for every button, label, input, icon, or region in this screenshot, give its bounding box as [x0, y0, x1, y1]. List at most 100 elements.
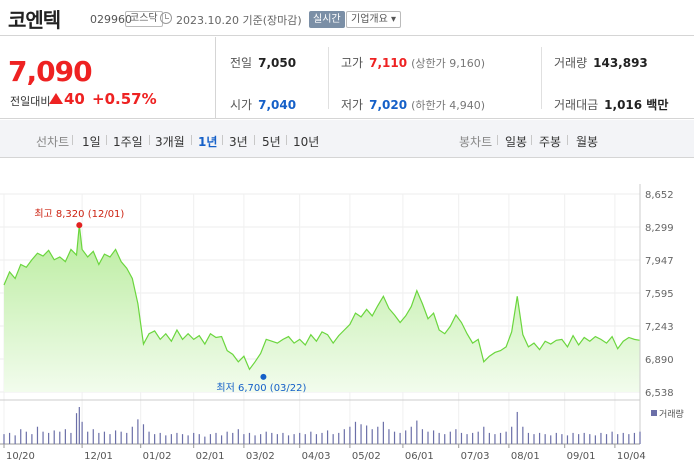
divider — [72, 135, 73, 145]
lower-limit: (하한가 4,940) — [411, 99, 485, 112]
divider — [531, 135, 532, 145]
divider — [191, 135, 192, 145]
volume-bar — [550, 435, 552, 444]
volume-bar — [594, 435, 596, 444]
volume-bar — [92, 429, 94, 444]
change-value: 40 — [64, 90, 85, 108]
stat-label: 거래량 — [554, 56, 588, 70]
stat-label: 전일 — [230, 56, 253, 70]
stat-label: 고가 — [341, 56, 364, 70]
volume-bar — [42, 431, 44, 444]
tab-10y[interactable]: 10년 — [293, 135, 320, 149]
volume-bar — [555, 432, 557, 444]
divider — [541, 47, 542, 109]
volume-bar — [20, 429, 22, 444]
realtime-button[interactable]: 실시간 — [309, 11, 345, 28]
high-marker — [76, 222, 83, 229]
volume-bar — [628, 434, 630, 444]
volume-bar — [8, 432, 11, 444]
x-tick-label: 07/03 — [461, 451, 490, 462]
clock-icon — [160, 12, 172, 24]
chart-svg: 8,652 8,299 7,947 7,595 7,243 6,890 6,538 거래량 10… — [0, 184, 684, 462]
volume-bar — [78, 407, 80, 444]
volume-bar — [332, 434, 334, 444]
divider — [328, 47, 329, 109]
tab-monthly[interactable]: 월봉 — [576, 135, 599, 149]
volume-bar — [248, 432, 251, 444]
stat-high: 고가 7,110 (상한가 9,160) — [341, 54, 485, 71]
volume-bar — [600, 432, 602, 444]
volume-bar — [304, 434, 306, 444]
volume-bar — [137, 419, 139, 444]
volume-bar — [561, 434, 563, 444]
tab-3y[interactable]: 3년 — [229, 135, 248, 149]
change-label: 전일대비 — [10, 95, 51, 108]
volume-bar — [59, 431, 61, 444]
stat-value: 7,040 — [258, 98, 297, 112]
volume-bar — [204, 436, 206, 444]
stock-code: 029960 — [90, 13, 132, 26]
volume-bar — [243, 434, 245, 444]
volume-bar — [460, 432, 463, 444]
stock-header: 코엔텍 029960 코스닥 2023.10.20 기준(장마감) 실시간 기업… — [0, 0, 694, 36]
volume-bar — [53, 430, 55, 444]
volume-bar — [349, 426, 351, 444]
divider — [106, 135, 107, 145]
tab-1d[interactable]: 1일 — [82, 135, 101, 149]
y-tick-label: 6,538 — [645, 388, 674, 399]
volume-bar — [254, 435, 256, 444]
volume-bar — [299, 432, 301, 444]
upper-limit: (상한가 9,160) — [411, 57, 485, 70]
tab-1y[interactable]: 1년 — [198, 135, 218, 149]
stat-value: 7,110 — [369, 56, 408, 70]
tab-3m[interactable]: 3개월 — [155, 135, 185, 149]
x-tick-label: 03/02 — [246, 451, 275, 462]
up-arrow-icon — [49, 93, 63, 104]
volume-bar — [271, 432, 273, 444]
volume-bar — [70, 432, 72, 444]
volume-bar — [527, 432, 530, 444]
volume-bar — [366, 425, 368, 444]
volume-bar — [282, 432, 284, 444]
divider — [286, 135, 287, 145]
volume-bar — [154, 434, 156, 444]
volume-bar — [36, 426, 39, 444]
volume-bar — [98, 432, 100, 444]
volume-bar — [131, 426, 133, 444]
tab-daily[interactable]: 일봉 — [505, 135, 528, 149]
volume-bar — [466, 434, 468, 444]
market-badge: 코스닥 — [125, 11, 163, 27]
volume-bar — [75, 413, 78, 444]
volume-bar — [360, 424, 362, 444]
low-annotation: 최저 6,700 (03/22) — [216, 382, 306, 394]
tab-5y[interactable]: 5년 — [262, 135, 281, 149]
volume-bar — [237, 429, 239, 444]
quote-date: 2023.10.20 기준(장마감) — [176, 14, 302, 27]
divider — [222, 135, 223, 145]
volume-bar — [265, 431, 267, 444]
tab-1w[interactable]: 1주일 — [113, 135, 143, 149]
volume-bar — [589, 434, 591, 444]
volume-bar — [326, 430, 329, 444]
x-tick-label: 06/01 — [405, 451, 434, 462]
line-chart-title: 선차트 — [36, 135, 70, 149]
price-chart[interactable]: 8,652 8,299 7,947 7,595 7,243 6,890 6,538 거래량 10… — [0, 159, 694, 473]
price-panel: 7,090 전일대비 40 +0.57% — [0, 37, 215, 119]
stat-value: 1,016 백만 — [604, 98, 669, 112]
volume-legend-label: 거래량 — [659, 408, 684, 420]
volume-bar — [494, 434, 496, 444]
volume-bar — [176, 432, 178, 444]
current-price: 7,090 — [8, 55, 93, 88]
y-tick-label: 8,652 — [645, 190, 674, 201]
x-tick-label: 01/02 — [143, 451, 172, 462]
volume-bar — [315, 434, 318, 444]
volume-bar — [388, 429, 390, 444]
volume-bar — [455, 429, 457, 444]
volume-bar — [416, 420, 418, 444]
volume-bar — [310, 431, 312, 444]
volume-bar — [343, 429, 345, 444]
tab-weekly[interactable]: 주봉 — [539, 135, 562, 149]
company-info-dropdown[interactable]: 기업개요 ▾ — [346, 11, 401, 28]
stat-value: 143,893 — [593, 56, 648, 70]
volume-bar — [321, 432, 323, 444]
